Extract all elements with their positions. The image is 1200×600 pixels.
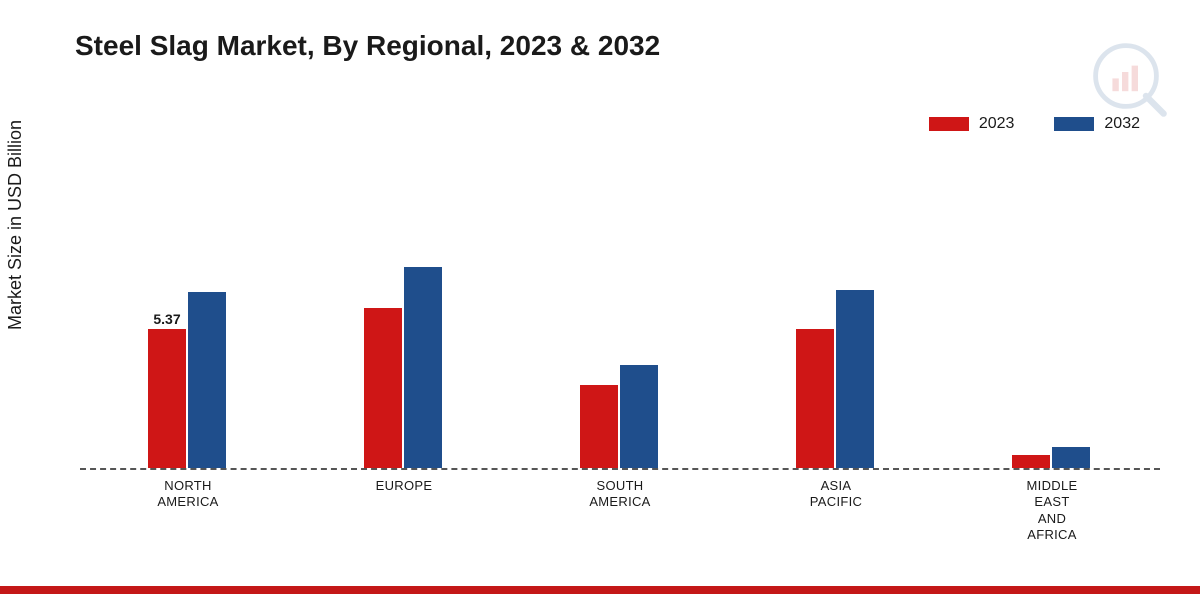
x-label-na: NORTHAMERICA xyxy=(80,478,296,543)
plot-area: 5.37 xyxy=(80,160,1160,470)
legend-swatch-2023 xyxy=(929,117,969,131)
chart-container: Steel Slag Market, By Regional, 2023 & 2… xyxy=(0,0,1200,600)
group-europe xyxy=(296,160,512,470)
footer-accent-bar xyxy=(0,586,1200,594)
group-north-america: 5.37 xyxy=(80,160,296,470)
chart-legend: 2023 2032 xyxy=(929,115,1140,133)
group-asia-pacific xyxy=(728,160,944,470)
bar-eu-2023 xyxy=(364,308,402,468)
x-label-ap: ASIAPACIFIC xyxy=(728,478,944,543)
watermark-logo xyxy=(1090,40,1170,120)
x-label-mea: MIDDLEEASTANDAFRICA xyxy=(944,478,1160,543)
x-label-eu: EUROPE xyxy=(296,478,512,543)
legend-label-2023: 2023 xyxy=(979,115,1015,133)
chart-title: Steel Slag Market, By Regional, 2023 & 2… xyxy=(75,30,660,62)
bar-groups: 5.37 xyxy=(80,160,1160,470)
x-label-sa: SOUTHAMERICA xyxy=(512,478,728,543)
bar-eu-2032 xyxy=(404,267,442,469)
chart-baseline xyxy=(80,468,1160,470)
x-axis-labels: NORTHAMERICA EUROPE SOUTHAMERICA ASIAPAC… xyxy=(80,478,1160,543)
legend-swatch-2032 xyxy=(1054,117,1094,131)
bar-sa-2023 xyxy=(580,385,618,468)
bar-sa-2032 xyxy=(620,365,658,468)
bar-na-2023 xyxy=(148,329,186,468)
group-mea xyxy=(944,160,1160,470)
bar-na-2032 xyxy=(188,292,226,468)
bar-mea-2023 xyxy=(1012,455,1050,468)
legend-item-2023: 2023 xyxy=(929,115,1015,133)
bar-ap-2023 xyxy=(796,329,834,469)
group-south-america xyxy=(512,160,728,470)
bar-mea-2032 xyxy=(1052,447,1090,468)
bar-ap-2032 xyxy=(836,290,874,468)
logo-icon xyxy=(1090,40,1170,120)
legend-label-2032: 2032 xyxy=(1104,115,1140,133)
legend-item-2032: 2032 xyxy=(1054,115,1140,133)
y-axis-label: Market Size in USD Billion xyxy=(5,120,26,330)
data-label-na-2023: 5.37 xyxy=(153,311,180,327)
